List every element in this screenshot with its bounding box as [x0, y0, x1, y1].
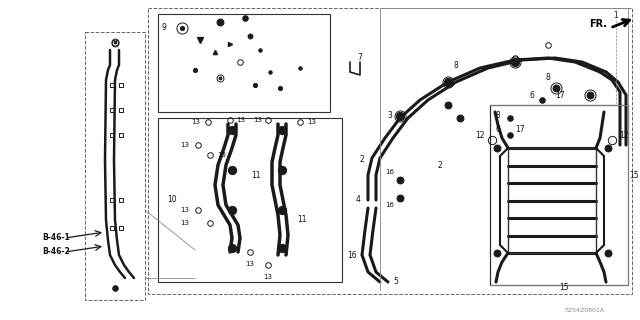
Text: 8: 8: [546, 74, 550, 83]
Text: 3: 3: [388, 110, 392, 119]
Text: 13: 13: [264, 274, 273, 280]
Text: 13: 13: [180, 142, 189, 148]
Text: 9: 9: [161, 23, 166, 33]
Text: 16: 16: [347, 251, 357, 260]
Text: 15: 15: [559, 284, 569, 292]
Text: 6: 6: [529, 91, 534, 100]
Text: 5: 5: [394, 277, 399, 286]
Text: TZ54Z0801A: TZ54Z0801A: [565, 308, 605, 313]
Text: 11: 11: [297, 215, 307, 225]
Text: 11: 11: [252, 171, 260, 180]
Text: 1: 1: [614, 12, 618, 20]
Text: 7: 7: [358, 53, 362, 62]
Text: 13: 13: [237, 117, 246, 123]
Text: 6: 6: [495, 125, 500, 134]
Text: 8: 8: [495, 110, 500, 119]
Text: 13: 13: [253, 117, 262, 123]
Text: 10: 10: [167, 196, 177, 204]
Text: 17: 17: [515, 125, 525, 134]
Text: 12: 12: [476, 131, 484, 140]
Text: 13: 13: [218, 152, 227, 158]
Text: 13: 13: [191, 119, 200, 125]
Bar: [508, 148, 596, 253]
Text: FR.: FR.: [589, 19, 607, 29]
Text: 13: 13: [246, 261, 255, 267]
Text: 16: 16: [385, 169, 394, 175]
Text: B-46-2: B-46-2: [42, 247, 70, 257]
Text: 13: 13: [307, 119, 317, 125]
Text: B-46-1: B-46-1: [42, 234, 70, 243]
Text: 8: 8: [454, 60, 458, 69]
Bar: [85, 32, 145, 300]
Text: 2: 2: [438, 161, 442, 170]
Text: 4: 4: [356, 196, 360, 204]
Text: 2: 2: [360, 156, 364, 164]
Text: 15: 15: [629, 171, 639, 180]
Bar: [148, 8, 632, 294]
Bar: [158, 14, 330, 112]
Bar: [158, 118, 342, 282]
Text: 16: 16: [385, 202, 394, 208]
Bar: [490, 105, 628, 285]
Text: 12: 12: [620, 131, 628, 140]
Text: 17: 17: [555, 91, 565, 100]
Text: 13: 13: [180, 220, 189, 226]
Text: 13: 13: [180, 207, 189, 213]
